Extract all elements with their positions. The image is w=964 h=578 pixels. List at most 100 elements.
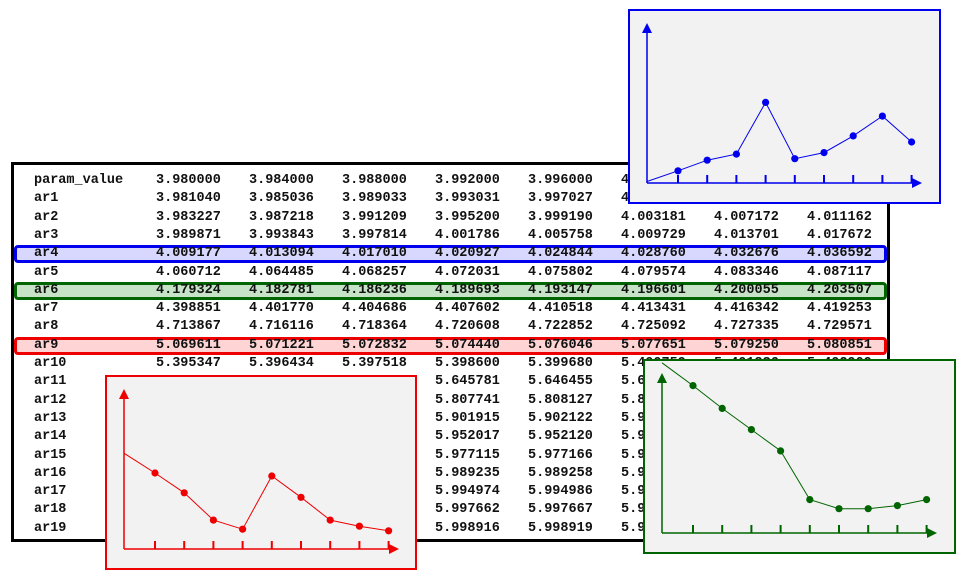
table-cell: 5.646455 [528, 374, 593, 390]
table-cell: 4.203507 [807, 282, 872, 298]
table-cell: 5.072832 [342, 337, 407, 353]
table-cell: 3.987218 [249, 209, 314, 225]
data-point [762, 98, 770, 106]
table-cell: 4.407602 [435, 301, 500, 317]
data-point [806, 496, 814, 504]
table-cell: 4.011162 [807, 209, 872, 225]
row-label: ar18 [34, 502, 67, 518]
row-label: ar13 [34, 410, 67, 426]
table-cell: 5.399680 [528, 356, 593, 371]
x-axis-arrow [389, 544, 399, 554]
table-row: ar3 3.989871 3.993843 3.997814 4.001786 4.005… [14, 227, 887, 245]
table-cell: 5.808127 [528, 392, 593, 408]
table-cell: 5.077651 [621, 337, 686, 353]
table-cell: 4.718364 [342, 319, 407, 335]
x-axis-arrow [927, 528, 937, 538]
table-cell: 4.413431 [621, 301, 686, 317]
table-cell: 5.997662 [435, 502, 500, 518]
table-cell: 4.017010 [342, 246, 407, 262]
table-cell: 5.902122 [528, 410, 593, 426]
row-label: ar5 [34, 264, 59, 280]
data-point [849, 132, 857, 140]
table-cell: 3.984000 [249, 173, 314, 188]
table-cell: 3.989871 [156, 227, 221, 243]
row-label: ar8 [34, 319, 59, 335]
row-label: ar14 [34, 429, 67, 445]
blue-inset-plot [628, 9, 941, 204]
data-point [180, 489, 188, 497]
table-row: ar6 4.179324 4.182781 4.186236 4.189693 4.193… [14, 282, 887, 300]
data-point [864, 505, 872, 513]
table-cell: 5.977115 [435, 447, 500, 463]
table-cell: 5.397518 [342, 356, 407, 371]
table-cell: 3.989033 [342, 191, 407, 207]
table-cell: 4.083346 [714, 264, 779, 280]
table-cell: 4.182781 [249, 282, 314, 298]
table-cell: 3.991209 [342, 209, 407, 225]
row-label: ar9 [34, 337, 59, 353]
table-cell: 4.009729 [621, 227, 686, 243]
data-point [820, 149, 828, 157]
data-point [703, 156, 711, 164]
table-cell: 4.005758 [528, 227, 593, 243]
row-label: ar11 [34, 374, 67, 390]
table-cell: 5.901915 [435, 410, 500, 426]
data-point [209, 516, 217, 524]
data-point [791, 155, 799, 163]
row-label: ar2 [34, 209, 59, 225]
table-cell: 4.087117 [807, 264, 872, 280]
data-point [689, 382, 697, 390]
y-axis-arrow [642, 23, 652, 33]
table-cell: 5.080851 [807, 337, 872, 353]
row-label: ar17 [34, 484, 67, 500]
data-point [268, 472, 276, 480]
table-row: ar7 4.398851 4.401770 4.404686 4.407602 4.410… [14, 300, 887, 318]
table-cell: 5.997667 [528, 502, 593, 518]
table-cell: 3.988000 [342, 173, 407, 188]
data-point [893, 502, 901, 510]
row-label: ar12 [34, 392, 67, 408]
table-cell: 5.952017 [435, 429, 500, 445]
table-cell: 4.064485 [249, 264, 314, 280]
table-cell: 5.989235 [435, 465, 500, 481]
table-row: ar4 4.009177 4.013094 4.017010 4.020927 4.024… [14, 245, 887, 263]
table-cell: 4.401770 [249, 301, 314, 317]
series-line [123, 452, 389, 532]
table-cell: 3.993843 [249, 227, 314, 243]
green-inset-plot-svg [657, 362, 937, 538]
table-cell: 4.189693 [435, 282, 500, 298]
table-row: ar9 5.069611 5.071221 5.072832 5.074440 5.076… [14, 337, 887, 355]
data-point [923, 496, 931, 504]
table-cell: 4.727335 [714, 319, 779, 335]
data-point [878, 112, 886, 120]
table-cell: 4.410518 [528, 301, 593, 317]
table-cell: 5.807741 [435, 392, 500, 408]
row-label: ar16 [34, 465, 67, 481]
data-point [326, 516, 334, 524]
table-cell: 5.645781 [435, 374, 500, 390]
table-cell: 4.398851 [156, 301, 221, 317]
table-cell: 4.416342 [714, 301, 779, 317]
table-cell: 4.200055 [714, 282, 779, 298]
table-cell: 4.179324 [156, 282, 221, 298]
table-cell: 3.997814 [342, 227, 407, 243]
table-cell: 4.007172 [714, 209, 779, 225]
table-cell: 5.952120 [528, 429, 593, 445]
table-cell: 4.024844 [528, 246, 593, 262]
row-label: param_value [34, 173, 124, 188]
table-cell: 5.079250 [714, 337, 779, 353]
data-point [355, 522, 363, 530]
table-cell: 4.404686 [342, 301, 407, 317]
green-inset-plot [643, 359, 956, 554]
table-cell: 4.020927 [435, 246, 500, 262]
table-cell: 5.998916 [435, 520, 500, 536]
table-cell: 4.028760 [621, 246, 686, 262]
table-cell: 4.713867 [156, 319, 221, 335]
table-cell: 4.075802 [528, 264, 593, 280]
table-cell: 4.079574 [621, 264, 686, 280]
row-highlight-ar6 [14, 281, 887, 300]
row-label: ar4 [34, 246, 59, 262]
table-cell: 4.060712 [156, 264, 221, 280]
table-cell: 4.196601 [621, 282, 686, 298]
table-cell: 3.985036 [249, 191, 314, 207]
